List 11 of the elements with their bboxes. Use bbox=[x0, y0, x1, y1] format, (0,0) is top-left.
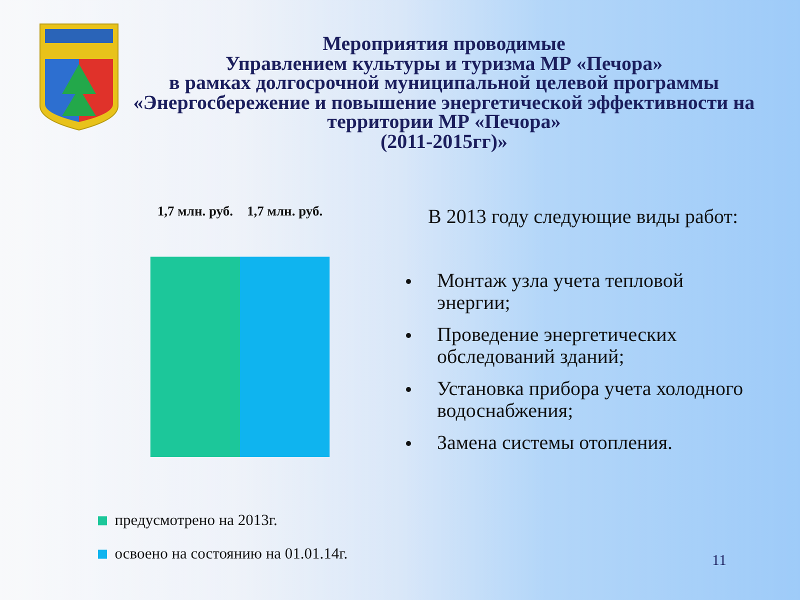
text: 11 bbox=[712, 553, 726, 570]
data-label: 1,7 млн. руб. bbox=[157, 204, 233, 219]
text: Монтаж узла учета тепловой энергии; bbox=[437, 270, 684, 314]
data-label: 1,7 млн. руб. bbox=[247, 204, 323, 219]
legend-label: освоено на состоянию на 01.01.14г. bbox=[114, 545, 348, 562]
text: Замена системы отопления. bbox=[437, 432, 673, 454]
text: Установка прибора учета холодного водоснабжения; bbox=[437, 378, 744, 422]
text: Мероприятия проводимые Управлением культуры и туризма МР «Печора» в рамках долгосрочной муниципальной целевой программы «Энергосбережение и повышение энергетической эффективности на территории МР «Печора» (2011-2015гг)» bbox=[132, 33, 756, 153]
text: В 2013 году следующие виды работ: bbox=[428, 206, 738, 229]
legend-label: предусмотрено на 2013г. bbox=[114, 512, 278, 529]
text: Проведение энергетических обследований зданий; bbox=[437, 324, 677, 368]
